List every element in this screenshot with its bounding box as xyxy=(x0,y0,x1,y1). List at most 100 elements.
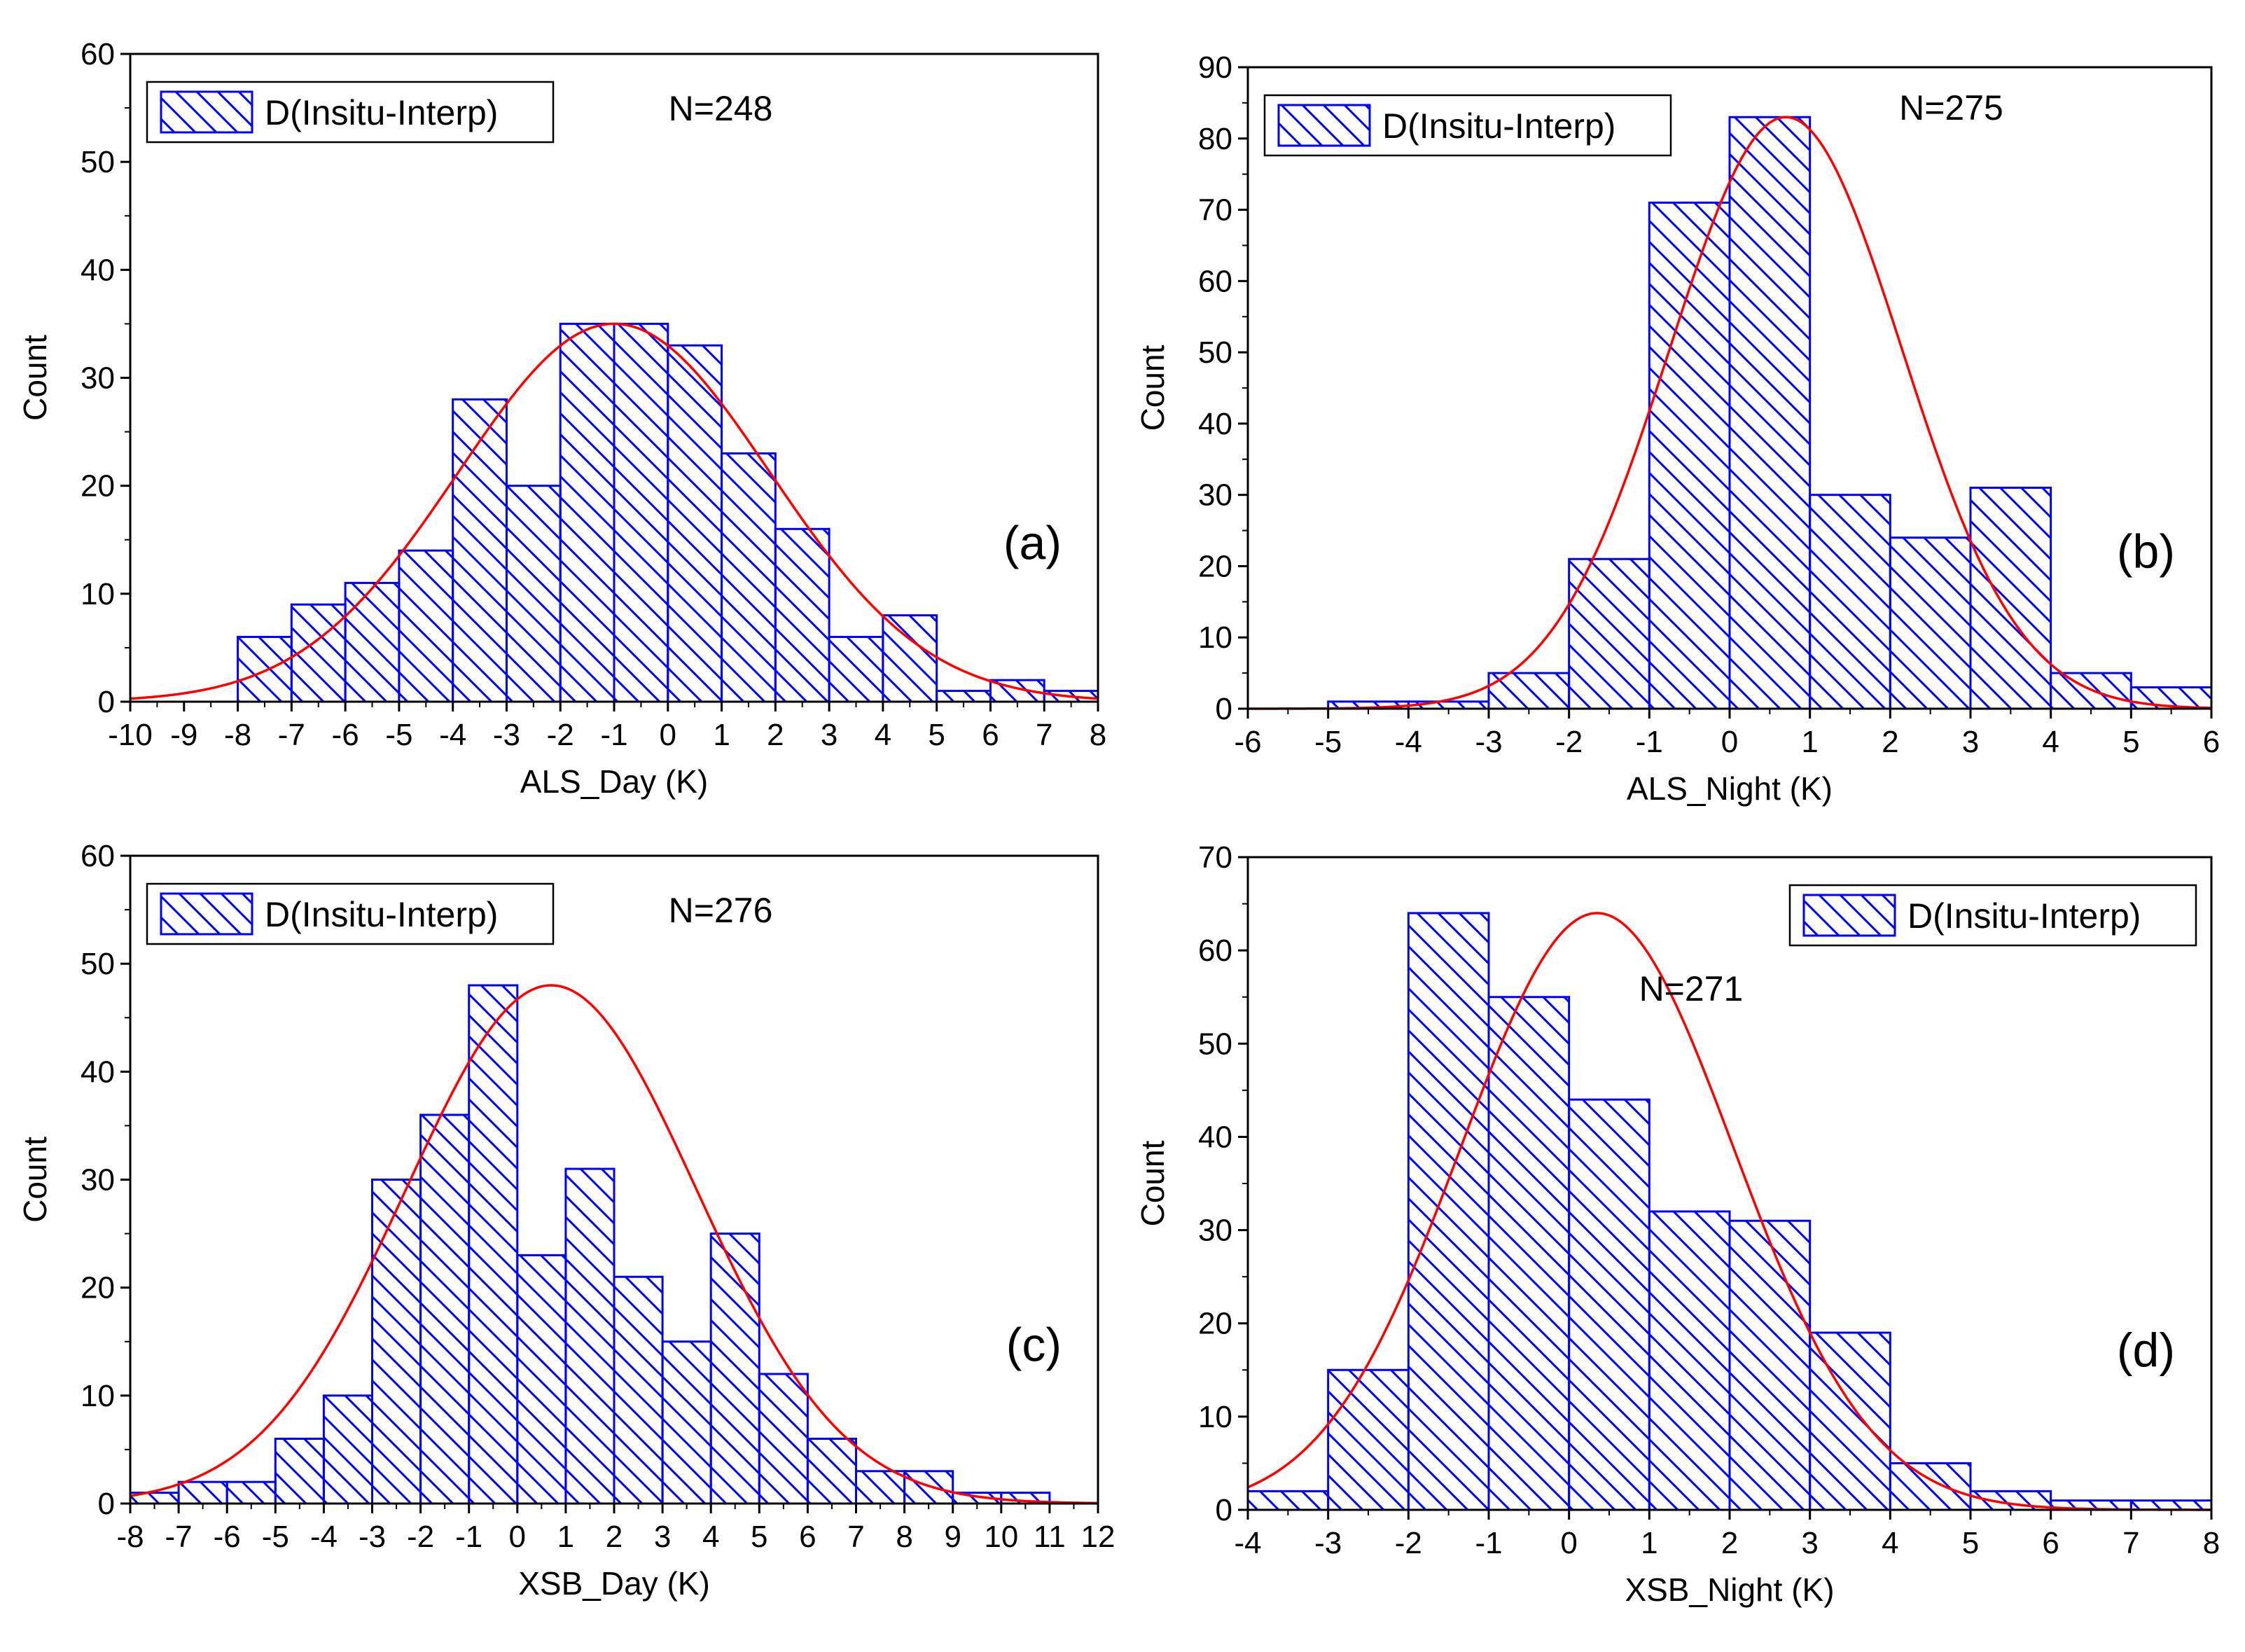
x-tick-label: 10 xyxy=(984,1520,1018,1554)
legend: D(Insitu-Interp) xyxy=(1263,94,1672,157)
x-axis-title: ALS_Night (K) xyxy=(1627,770,1833,807)
histogram-bar xyxy=(1246,1490,1330,1511)
x-tick-label: -2 xyxy=(547,718,574,752)
y-tick-label: 40 xyxy=(1198,1120,1232,1154)
histogram-bar xyxy=(936,690,992,703)
x-tick-label: -3 xyxy=(1314,1526,1342,1560)
y-tick-label: 20 xyxy=(81,469,115,504)
x-tick-label: 1 xyxy=(1801,725,1818,759)
y-tick-label: 0 xyxy=(98,1487,115,1521)
x-tick-label: -7 xyxy=(278,718,305,752)
histogram-bar xyxy=(709,1233,760,1505)
gaussian-fit-line xyxy=(130,984,1099,1505)
histogram-bar xyxy=(1487,996,1571,1511)
x-tick-label: -3 xyxy=(359,1520,386,1554)
x-tick-label: 5 xyxy=(2122,725,2139,759)
sample-count-label: N=271 xyxy=(1639,969,1744,1008)
histogram-bar xyxy=(1648,1210,1731,1511)
histogram-bar xyxy=(237,636,293,703)
y-axis-title: Count xyxy=(17,1137,53,1223)
histogram-bar xyxy=(806,1438,858,1505)
sample-count-label: N=276 xyxy=(669,891,773,930)
y-tick-label: 40 xyxy=(81,253,115,287)
y-tick-label: 60 xyxy=(1198,933,1232,968)
panel-tag: (c) xyxy=(1006,1319,1062,1372)
x-tick-label: 0 xyxy=(1560,1526,1577,1560)
histogram-bar xyxy=(661,1340,712,1505)
y-tick-label: 0 xyxy=(1216,692,1232,726)
x-tick-label: 0 xyxy=(509,1520,526,1554)
x-tick-label: -5 xyxy=(385,718,412,752)
histogram-bar xyxy=(828,636,884,703)
panel-tag: (d) xyxy=(2117,1324,2175,1377)
x-tick-label: 3 xyxy=(821,718,837,752)
legend-swatch xyxy=(160,892,253,936)
x-tick-label: 8 xyxy=(1090,718,1106,752)
x-tick-label: 1 xyxy=(557,1520,574,1554)
x-tick-label: -2 xyxy=(1395,1526,1422,1560)
x-tick-label: -5 xyxy=(262,1520,289,1554)
y-tick-label: 60 xyxy=(81,37,115,71)
histogram-panel: -4 -3 -2 -1 0 1 2 3 4 5 6 7 8 0 10 20 30 40 50 60 70 XSB_Nigh… xyxy=(1134,840,2220,1608)
y-tick-label: 90 xyxy=(1198,50,1232,85)
x-tick-label: 1 xyxy=(713,718,730,752)
histogram-bar xyxy=(1889,1462,1972,1511)
x-tick-label: 6 xyxy=(2203,725,2220,759)
histogram-bar xyxy=(398,549,454,703)
histogram-bar xyxy=(1728,1219,1812,1511)
x-tick-label: -8 xyxy=(116,1520,144,1554)
x-tick-label: 2 xyxy=(1721,1526,1738,1560)
histogram-panel: -6 -5 -4 -3 -2 -1 0 1 2 3 4 5 60102030405060708090AL… xyxy=(1134,50,2220,807)
x-tick-label: 5 xyxy=(1962,1526,1979,1560)
x-tick-label: -1 xyxy=(455,1520,482,1554)
x-tick-label: -3 xyxy=(1475,725,1502,759)
histogram-bar xyxy=(667,344,723,703)
y-tick-label: 20 xyxy=(1198,1307,1232,1341)
x-tick-label: -2 xyxy=(407,1520,434,1554)
x-axis-title: XSB_Day (K) xyxy=(518,1565,710,1602)
x-tick-label: -6 xyxy=(214,1520,241,1554)
x-tick-label: -10 xyxy=(108,718,153,752)
histogram-bar xyxy=(452,398,508,703)
histogram-bar xyxy=(855,1470,906,1505)
legend-label: D(Insitu-Interp) xyxy=(265,895,498,934)
x-tick-label: 12 xyxy=(1081,1520,1115,1554)
y-tick-label: 40 xyxy=(1198,407,1232,441)
gaussian-fit-line xyxy=(1247,912,2212,1511)
x-tick-label: -1 xyxy=(1636,725,1663,759)
y-tick-label: 30 xyxy=(1198,1214,1232,1248)
x-tick-label: 6 xyxy=(2042,1526,2059,1560)
x-tick-label: 7 xyxy=(2122,1526,2139,1560)
histogram-bar xyxy=(758,1373,809,1505)
x-axis-title: XSB_Night (K) xyxy=(1625,1571,1834,1608)
x-tick-label: 2 xyxy=(767,718,784,752)
y-tick-label: 30 xyxy=(1198,478,1232,513)
x-tick-label: 7 xyxy=(847,1520,864,1554)
x-tick-label: 3 xyxy=(1801,1526,1818,1560)
x-tick-label: -4 xyxy=(439,718,466,752)
histogram-bar xyxy=(371,1179,422,1505)
x-tick-label: 6 xyxy=(982,718,999,752)
x-tick-label: 2 xyxy=(606,1520,623,1554)
x-tick-label: 11 xyxy=(1034,1520,1066,1554)
x-tick-label: 9 xyxy=(944,1520,961,1554)
histogram-bar xyxy=(1648,201,1731,710)
y-tick-label: 70 xyxy=(1198,840,1232,875)
panel-tag: (b) xyxy=(2117,525,2175,578)
y-tick-label: 10 xyxy=(1198,620,1232,655)
histogram-bar xyxy=(613,1275,664,1505)
x-tick-label: -9 xyxy=(170,718,197,752)
legend-label: D(Insitu-Interp) xyxy=(265,93,498,132)
y-tick-label: 80 xyxy=(1198,122,1232,156)
legend: D(Insitu-Interp) xyxy=(146,882,555,945)
y-tick-label: 70 xyxy=(1198,193,1232,228)
histogram-bar xyxy=(1889,536,1972,710)
legend: D(Insitu-Interp) xyxy=(146,81,555,144)
histogram-panel: -10 -9 -8 -7 -6 -5 -4 -3 -2 -1 0 1 2 3 4 5 6 7 80102030405… xyxy=(17,37,1106,800)
histogram-panel: -8 -7 -6 -5 -4 -3 -2 -1 0 1 2 3 4 5 6 7 8 9 10 11 1201020304… xyxy=(17,839,1115,1602)
x-tick-label: -1 xyxy=(1475,1526,1502,1560)
histogram-bar xyxy=(1327,1368,1410,1511)
histogram-bar xyxy=(774,527,830,703)
histogram-bar xyxy=(613,322,669,703)
y-tick-label: 0 xyxy=(1216,1493,1232,1527)
